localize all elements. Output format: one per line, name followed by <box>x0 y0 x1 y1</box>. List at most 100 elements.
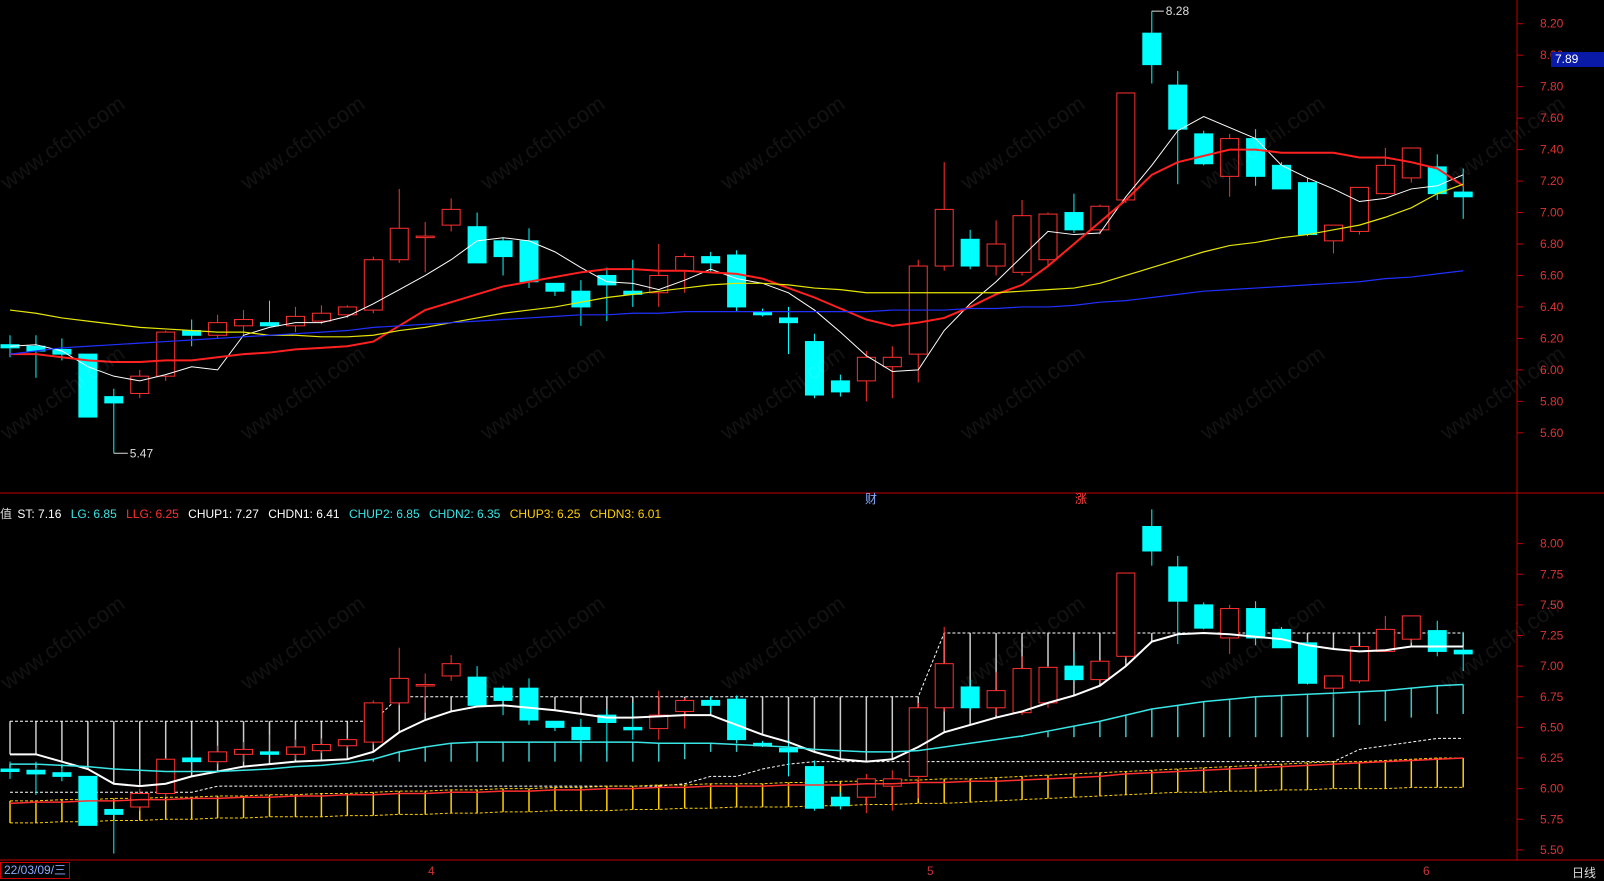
candle-body <box>1090 205 1110 231</box>
channel-line-chdn1 <box>10 737 1464 793</box>
candle-body <box>882 356 902 368</box>
indicator-candle-body <box>1246 608 1266 639</box>
candle-body <box>675 256 695 272</box>
indicator-candle-body <box>52 772 72 777</box>
indicator-candle-body <box>311 744 331 752</box>
indicator-candle-body <box>908 707 928 777</box>
indicator-axis-tick-label: 6.75 <box>1540 690 1564 704</box>
candle-body <box>1220 138 1240 177</box>
indicator-candle-body <box>1375 628 1395 652</box>
channel-line-chup3 <box>10 757 1464 802</box>
legend-chdn3: CHDN3: 6.01 <box>589 507 662 521</box>
legend-chup2: CHUP2: 6.85 <box>348 507 420 521</box>
indicator-candle-body <box>1064 665 1084 681</box>
candle-body <box>597 274 617 286</box>
indicator-candle-body <box>1349 646 1369 682</box>
indicator-axis-tick-label: 7.25 <box>1540 629 1564 643</box>
candle-body <box>727 254 747 308</box>
candle-body <box>960 238 980 267</box>
indicator-candle-body <box>986 690 1006 709</box>
candle-body <box>1142 32 1162 66</box>
candle-body <box>856 356 876 382</box>
candle-body <box>1038 213 1058 261</box>
indicator-candle-body <box>597 714 617 723</box>
candle-body <box>1298 182 1317 236</box>
finance-event-marker[interactable]: 财 <box>865 492 878 506</box>
candle-body <box>415 235 435 239</box>
indicator-candle-body <box>415 684 435 687</box>
indicator-candle-body <box>1168 566 1188 602</box>
indicator-line-lg <box>10 683 1464 773</box>
candle-body <box>1349 186 1369 232</box>
price-axis-tick-label: 6.60 <box>1540 268 1564 282</box>
ma-line-ma10 <box>10 148 1464 363</box>
price-axis-tick-label: 7.60 <box>1540 111 1564 125</box>
indicator-candle-body <box>26 769 46 775</box>
indicator-candle-body <box>1220 608 1240 639</box>
indicator-legend: 值 ST: 7.16 LG: 6.85 LLG: 6.25 CHUP1: 7.2… <box>0 505 667 522</box>
indicator-candle-body <box>104 808 124 815</box>
candle-body <box>804 341 824 396</box>
rise-event-marker[interactable]: 涨 <box>1075 492 1088 506</box>
indicator-candle-body <box>363 702 383 743</box>
indicator-candle-body <box>285 746 305 755</box>
candle-body <box>78 353 98 418</box>
candle-body <box>130 375 150 394</box>
price-axis-tick-label: 7.80 <box>1540 80 1564 94</box>
candle-body <box>389 227 409 261</box>
indicator-candle-body <box>960 686 980 709</box>
candle-body <box>1427 166 1447 195</box>
month-marker-6: 6 <box>1423 864 1430 878</box>
candle-body <box>1116 92 1136 201</box>
channel-line-chdn3 <box>10 786 1464 824</box>
last-price-tag: 7.89 <box>1551 52 1604 67</box>
candle-body <box>571 290 591 308</box>
indicator-candle-body <box>1298 642 1317 684</box>
candle-body <box>986 243 1006 267</box>
indicator-candle-body <box>1012 668 1032 714</box>
indicator-candle-body <box>779 747 798 753</box>
price-axis-tick-label: 5.80 <box>1540 394 1564 408</box>
indicator-candle-body <box>260 751 279 755</box>
indicator-candle-body <box>1401 615 1421 640</box>
indicator-candle-body <box>727 698 747 741</box>
indicator-candle-body <box>545 720 565 728</box>
indicator-candle-body <box>234 748 254 755</box>
month-marker-4: 4 <box>428 864 435 878</box>
indicator-candle-body <box>1453 649 1473 655</box>
candle-body <box>545 282 565 292</box>
price-axis-tick-label: 7.20 <box>1540 174 1564 188</box>
candle-body <box>208 322 228 336</box>
indicator-candle-body <box>623 726 643 731</box>
month-marker-5: 5 <box>927 864 934 878</box>
indicator-candle-body <box>337 739 357 747</box>
price-axis-tick-label: 6.20 <box>1540 331 1564 345</box>
candle-body <box>52 348 72 355</box>
indicator-candle-body <box>519 687 539 721</box>
indicator-axis-tick-label: 7.00 <box>1540 659 1564 673</box>
candle-body <box>1168 84 1188 130</box>
indicator-axis-tick-label: 8.00 <box>1540 537 1564 551</box>
price-axis-tick-label: 7.00 <box>1540 206 1564 220</box>
indicator-line-llg <box>9 757 1464 805</box>
indicator-candle-body <box>701 699 721 706</box>
price-axis-tick-label: 7.40 <box>1540 143 1564 157</box>
legend-chdn2: CHDN2: 6.35 <box>428 507 501 521</box>
candle-body <box>1194 133 1214 165</box>
indicator-axis-tick-label: 7.75 <box>1540 567 1564 581</box>
period-selector[interactable]: 日线 <box>1571 866 1596 880</box>
legend-chup3: CHUP3: 6.25 <box>509 507 581 521</box>
indicator-candle-body <box>441 663 461 677</box>
ma-line-ma20 <box>9 183 1464 338</box>
price-axis-tick-label: 6.40 <box>1540 300 1564 314</box>
candle-body <box>493 240 513 258</box>
indicator-axis-tick-label: 5.75 <box>1540 812 1564 826</box>
candle-body <box>1323 224 1343 242</box>
price-axis-tick-label: 6.80 <box>1540 237 1564 251</box>
candle-body <box>1064 212 1084 231</box>
candle-body <box>363 259 383 311</box>
legend-chup1: CHUP1: 7.27 <box>188 507 259 521</box>
candle-body <box>311 312 331 322</box>
candle-body <box>1012 215 1032 273</box>
